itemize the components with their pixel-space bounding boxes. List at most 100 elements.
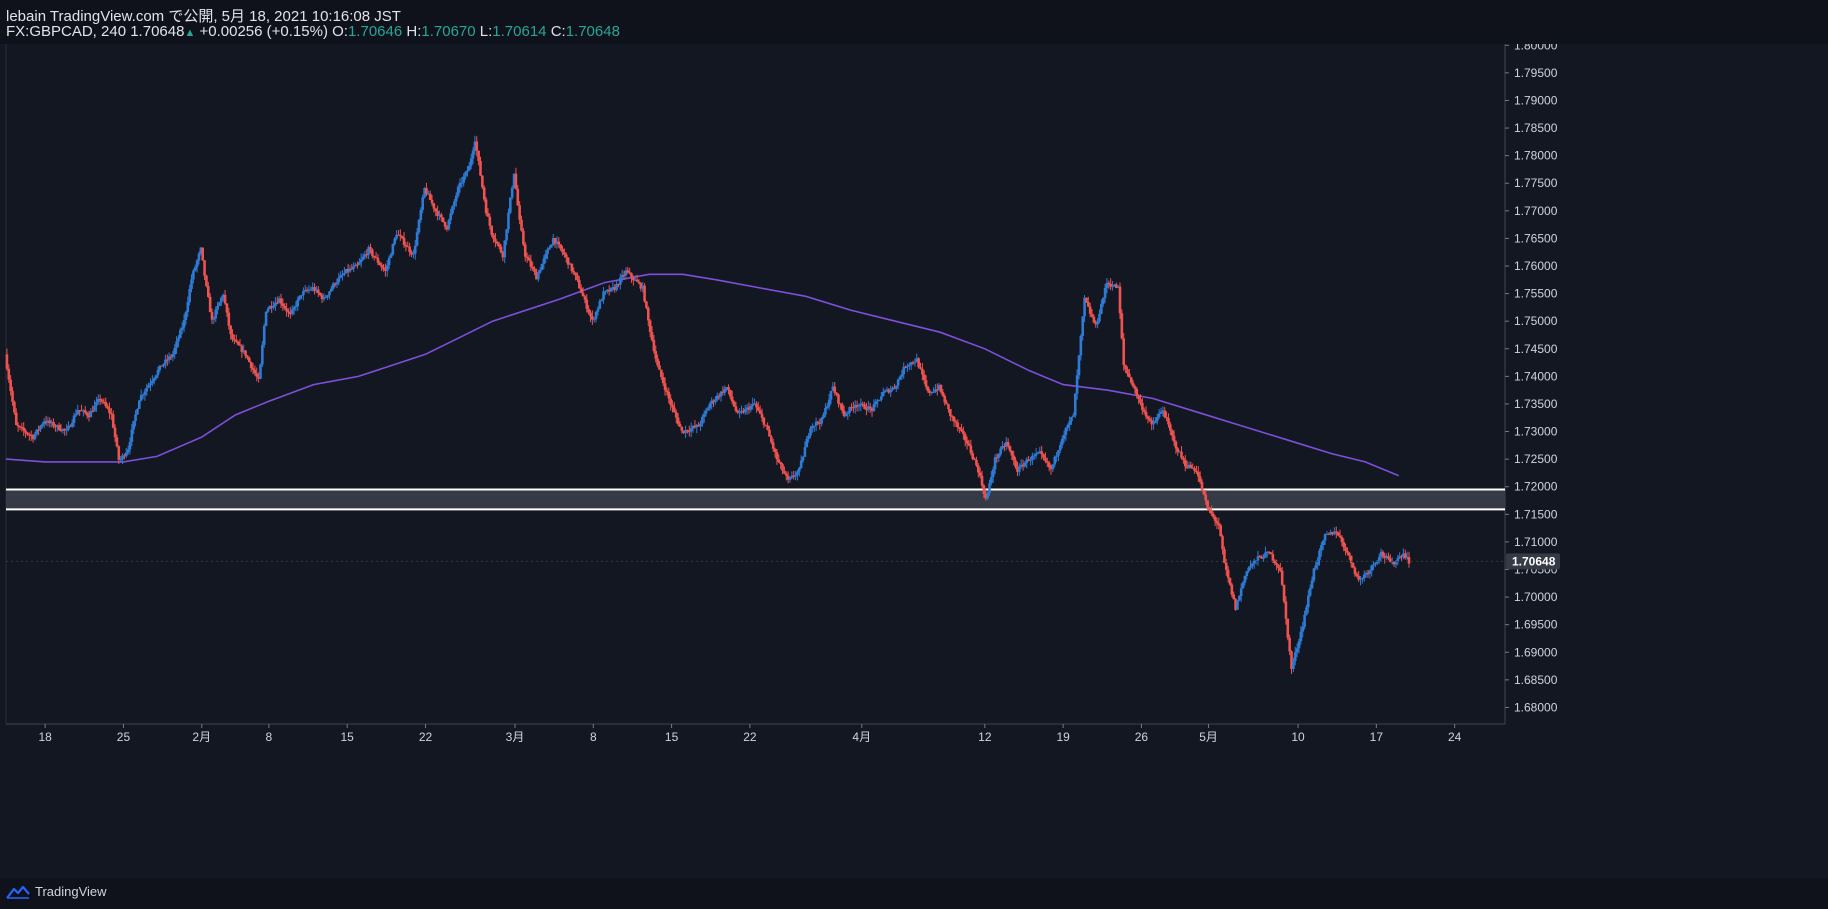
candle-body[interactable]: [598, 301, 602, 309]
candle-body[interactable]: [438, 214, 441, 216]
candle-body[interactable]: [14, 412, 18, 425]
candle-body[interactable]: [1362, 574, 1366, 579]
candle-body[interactable]: [316, 289, 320, 294]
candle-body[interactable]: [1049, 467, 1053, 470]
candle-body[interactable]: [1163, 410, 1167, 418]
candle-body[interactable]: [449, 213, 452, 221]
candle-body[interactable]: [756, 407, 760, 411]
candle-body[interactable]: [846, 412, 850, 414]
candle-body[interactable]: [1392, 561, 1396, 565]
candle-body[interactable]: [594, 311, 598, 319]
candle-body[interactable]: [1137, 395, 1140, 400]
candle-body[interactable]: [1223, 549, 1226, 563]
candle-body[interactable]: [1176, 448, 1180, 452]
candle-body[interactable]: [604, 291, 607, 293]
candle-body[interactable]: [134, 414, 137, 421]
candle-body[interactable]: [268, 306, 272, 310]
candle-body[interactable]: [1118, 286, 1122, 314]
candle-body[interactable]: [430, 199, 434, 204]
candle-body[interactable]: [557, 241, 561, 245]
candle-body[interactable]: [712, 400, 715, 403]
candle-body[interactable]: [1320, 545, 1323, 551]
candle-body[interactable]: [1375, 560, 1379, 564]
candle-body[interactable]: [1019, 464, 1023, 467]
candle-body[interactable]: [719, 391, 723, 397]
candle-body[interactable]: [98, 398, 102, 400]
candle-body[interactable]: [1366, 573, 1370, 575]
candle-body[interactable]: [678, 424, 682, 427]
candle-body[interactable]: [934, 389, 937, 392]
candle-body[interactable]: [993, 457, 997, 470]
candle-body[interactable]: [842, 410, 846, 416]
candle-body[interactable]: [462, 176, 466, 183]
candle-body[interactable]: [26, 432, 29, 435]
candle-body[interactable]: [277, 298, 281, 304]
candle-body[interactable]: [1402, 553, 1405, 558]
candle-body[interactable]: [902, 366, 906, 375]
candle-body[interactable]: [574, 272, 577, 276]
candle-body[interactable]: [1271, 554, 1275, 561]
candle-body[interactable]: [67, 425, 70, 430]
candle-body[interactable]: [831, 386, 835, 392]
candle-body[interactable]: [164, 359, 167, 364]
candle-body[interactable]: [825, 406, 829, 408]
candle-body[interactable]: [1131, 382, 1135, 387]
candle-body[interactable]: [1334, 531, 1338, 533]
candle-body[interactable]: [505, 229, 508, 241]
candle-body[interactable]: [898, 376, 902, 380]
candle-body[interactable]: [1150, 420, 1153, 425]
candle-body[interactable]: [460, 182, 464, 184]
candle-body[interactable]: [441, 217, 445, 223]
candle-body[interactable]: [1211, 513, 1215, 517]
candle-body[interactable]: [13, 401, 16, 413]
candle-body[interactable]: [734, 406, 738, 411]
candle-body[interactable]: [622, 274, 626, 276]
candle-body[interactable]: [443, 222, 447, 227]
candle-body[interactable]: [848, 407, 851, 413]
candle-body[interactable]: [635, 279, 639, 282]
candle-body[interactable]: [1088, 306, 1092, 314]
candle-body[interactable]: [1103, 287, 1107, 299]
candle-body[interactable]: [523, 244, 527, 257]
candle-body[interactable]: [177, 338, 180, 342]
candle-body[interactable]: [880, 396, 883, 400]
candle-body[interactable]: [995, 457, 999, 459]
candle-body[interactable]: [1185, 466, 1189, 468]
candle-body[interactable]: [180, 327, 184, 330]
candle-body[interactable]: [1372, 564, 1375, 566]
candle-body[interactable]: [579, 288, 583, 293]
candle-body[interactable]: [548, 247, 551, 250]
candle-body[interactable]: [650, 332, 654, 341]
candle-body[interactable]: [1383, 555, 1387, 558]
candle-body[interactable]: [630, 273, 633, 278]
candle-body[interactable]: [1280, 570, 1284, 585]
candle-body[interactable]: [205, 275, 208, 287]
candle-body[interactable]: [1310, 580, 1314, 589]
candle-body[interactable]: [225, 303, 229, 313]
candle-body[interactable]: [997, 454, 1001, 458]
candle-body[interactable]: [328, 291, 331, 296]
candle-body[interactable]: [682, 430, 686, 433]
candle-body[interactable]: [311, 287, 314, 290]
candle-body[interactable]: [665, 390, 669, 392]
candle-body[interactable]: [1155, 417, 1159, 421]
candle-body[interactable]: [1193, 468, 1196, 471]
candle-body[interactable]: [206, 286, 210, 297]
candle-body[interactable]: [1346, 550, 1349, 553]
candle-body[interactable]: [456, 186, 460, 196]
candle-body[interactable]: [891, 387, 894, 390]
candle-body[interactable]: [1252, 560, 1256, 564]
candle-body[interactable]: [667, 391, 671, 399]
candle-body[interactable]: [691, 426, 695, 429]
candle-body[interactable]: [395, 234, 398, 239]
candle-body[interactable]: [210, 312, 214, 320]
candle-body[interactable]: [145, 387, 149, 392]
candle-body[interactable]: [835, 392, 838, 395]
candle-body[interactable]: [1200, 481, 1204, 491]
candle-body[interactable]: [1077, 355, 1081, 376]
candle-body[interactable]: [1213, 516, 1217, 521]
candle-body[interactable]: [991, 469, 995, 477]
candle-body[interactable]: [1083, 297, 1086, 317]
candle-body[interactable]: [965, 440, 969, 444]
candle-body[interactable]: [108, 408, 111, 414]
